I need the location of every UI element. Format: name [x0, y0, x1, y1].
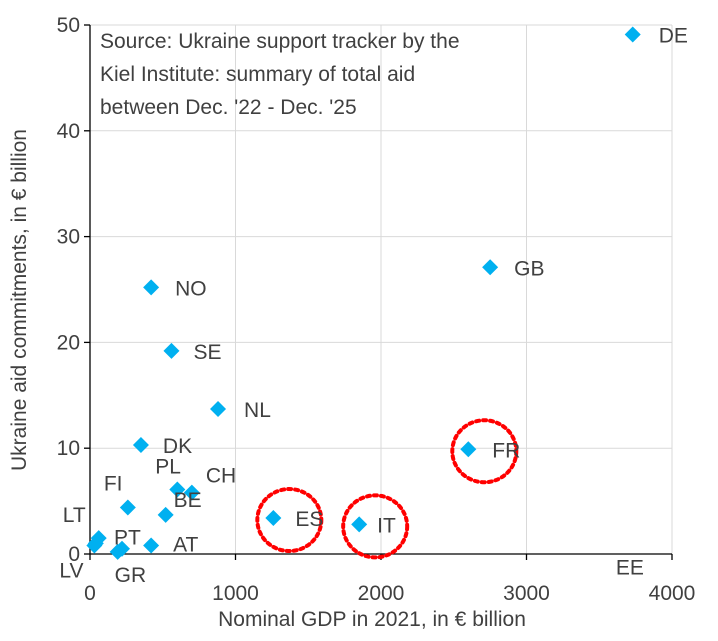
point-at	[143, 537, 160, 554]
point-label-ch: CH	[206, 465, 236, 488]
point-es	[265, 510, 282, 527]
x-tick-label-4000: 4000	[649, 582, 696, 605]
point-de	[624, 26, 641, 43]
point-label-de: DE	[659, 25, 688, 48]
point-label-no: NO	[175, 277, 207, 300]
point-label-es: ES	[295, 508, 323, 531]
y-tick-label-40: 40	[57, 120, 80, 143]
highlight-circle-it	[341, 493, 410, 560]
axes	[84, 24, 673, 560]
annotation-line-2: Kiel Institute: summary of total aid	[100, 63, 415, 86]
y-axis-title: Ukraine aid commitments, in € billion	[8, 129, 31, 471]
source-annotation: Source: Ukraine support tracker by the K…	[100, 30, 460, 119]
point-gb	[482, 259, 499, 276]
point-label-gr: GR	[115, 564, 146, 587]
point-label-pt: PT	[114, 527, 141, 550]
point-label-lt: LT	[63, 504, 86, 527]
x-tick-label-2000: 2000	[358, 582, 405, 605]
x-tick-label-3000: 3000	[503, 582, 550, 605]
y-tick-label-20: 20	[57, 331, 80, 354]
point-label-ee: EE	[616, 556, 644, 579]
highlight-circle-es	[255, 487, 324, 554]
highlight-circle-fr	[450, 418, 519, 485]
point-label-dk: DK	[163, 435, 192, 458]
point-label-lv: LV	[59, 560, 83, 583]
tick-labels: 0 10 20 30 40 50 0 1000 2000 3000 4000	[57, 14, 696, 605]
point-gr	[109, 543, 126, 560]
point-label-se: SE	[193, 341, 221, 364]
point-label-be: BE	[174, 489, 202, 512]
point-no	[143, 279, 160, 296]
point-label-nl: NL	[244, 399, 271, 422]
point-fi	[119, 499, 136, 516]
point-fr	[460, 441, 477, 458]
point-ch	[183, 484, 200, 501]
gridlines	[90, 24, 673, 554]
x-tick-label-1000: 1000	[212, 582, 259, 605]
highlight-circles	[255, 418, 519, 560]
y-tick-label-0: 0	[68, 543, 80, 566]
y-tick-label-50: 50	[57, 14, 80, 37]
x-tick-label-0: 0	[84, 582, 96, 605]
y-tick-label-10: 10	[57, 437, 80, 460]
x-axis-title: Nominal GDP in 2021, in € billion	[218, 608, 526, 631]
point-label-it: IT	[377, 514, 396, 537]
annotation-line-1: Source: Ukraine support tracker by the	[100, 30, 460, 53]
point-it	[351, 516, 368, 533]
point-label-fr: FR	[492, 439, 520, 462]
point-label-at: AT	[173, 534, 198, 557]
data-points	[86, 26, 641, 560]
y-tick-label-30: 30	[57, 226, 80, 249]
point-label-pl: PL	[155, 455, 181, 478]
point-ee	[87, 535, 104, 552]
point-be	[157, 506, 174, 523]
point-dk	[132, 437, 149, 454]
annotation-line-3: between Dec. '22 - Dec. '25	[100, 96, 357, 119]
point-nl	[210, 401, 227, 418]
point-pl	[169, 481, 186, 498]
point-se	[163, 342, 180, 359]
point-label-gb: GB	[514, 257, 544, 280]
point-label-fi: FI	[104, 472, 123, 495]
